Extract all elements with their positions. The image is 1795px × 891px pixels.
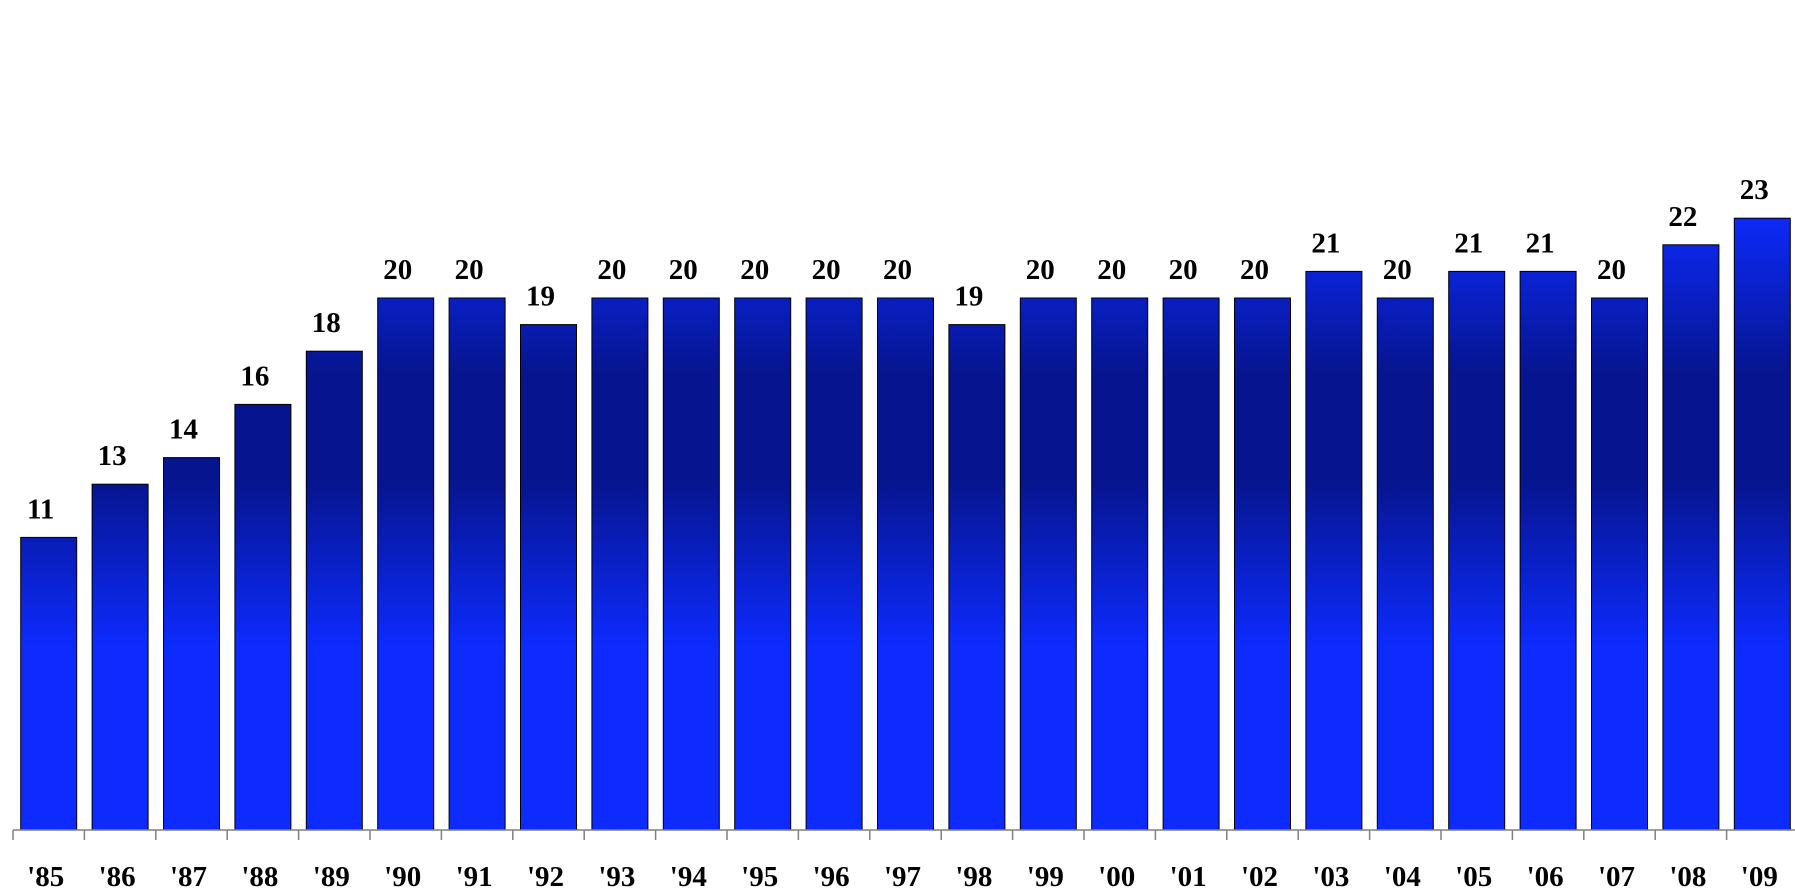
- bar: [734, 297, 792, 831]
- bar-value-label: 21: [1526, 227, 1555, 259]
- x-tick-label: '03: [1312, 861, 1349, 891]
- bar: [1234, 297, 1291, 831]
- x-tick-label: '85: [27, 861, 64, 891]
- bar-value-label: 16: [240, 360, 269, 392]
- bar-value-label: 20: [1169, 254, 1198, 286]
- bar-value-label: 20: [1383, 254, 1412, 286]
- x-tick-label: '87: [170, 861, 207, 891]
- x-tick-label: '04: [1384, 861, 1421, 891]
- bar: [1662, 244, 1720, 831]
- x-tick-label: '02: [1241, 861, 1278, 891]
- bar-value-label: 20: [455, 254, 484, 286]
- bar-value-label: 20: [1240, 254, 1269, 286]
- bar-value-label: 23: [1740, 174, 1769, 206]
- bar-value-label: 13: [98, 440, 127, 472]
- bar: [305, 350, 363, 831]
- bar-value-label: 20: [669, 254, 698, 286]
- bar-value-label: 20: [383, 254, 412, 286]
- x-tick-label: '08: [1669, 861, 1706, 891]
- bar-value-label: 19: [954, 281, 983, 313]
- bar: [948, 324, 1006, 831]
- bar-value-label: 22: [1668, 201, 1697, 233]
- x-tick-label: '98: [955, 861, 992, 891]
- bar: [163, 457, 220, 831]
- bar: [91, 483, 149, 831]
- bar: [1376, 297, 1434, 831]
- bar-value-label: 21: [1454, 227, 1483, 259]
- x-tick-label: '97: [884, 861, 921, 891]
- bar: [1019, 297, 1077, 831]
- bar-value-label: 18: [312, 307, 341, 339]
- bar-value-label: 21: [1311, 227, 1340, 259]
- bar-value-label: 20: [1026, 254, 1055, 286]
- x-axis: [12, 829, 1795, 840]
- x-tick-label: '93: [598, 861, 635, 891]
- bar-value-label: 11: [27, 493, 54, 525]
- x-tick-label: '95: [741, 861, 778, 891]
- x-tick-label: '01: [1170, 861, 1207, 891]
- x-tick-label: '99: [1027, 861, 1064, 891]
- bar: [1591, 297, 1648, 831]
- bar-value-label: 20: [740, 254, 769, 286]
- bar: [1305, 270, 1363, 831]
- bar: [1448, 270, 1506, 831]
- bar: [234, 403, 292, 831]
- bar: [1091, 297, 1149, 831]
- x-tick-label: '05: [1455, 861, 1492, 891]
- bar: [591, 297, 649, 831]
- x-tick-label: '07: [1598, 861, 1635, 891]
- bar: [520, 324, 577, 831]
- x-tick-label: '06: [1527, 861, 1564, 891]
- x-tick-label: '96: [813, 861, 850, 891]
- x-tick-label: '90: [384, 861, 421, 891]
- x-tick-label: '94: [670, 861, 707, 891]
- x-tick-labels: '85 '86 '87 '88 '89 '90 '91 '92 '93 '94 '95 '96 '97 '…: [27, 861, 1778, 891]
- bar: [1162, 297, 1220, 831]
- bar-value-label: 20: [812, 254, 841, 286]
- x-tick-label: '88: [241, 861, 278, 891]
- bar: [662, 297, 720, 831]
- x-tick-label: '09: [1741, 861, 1778, 891]
- bar: [1733, 217, 1791, 831]
- bar-value-label: 20: [1597, 254, 1626, 286]
- x-tick-label: '92: [527, 861, 564, 891]
- bar-value-label: 19: [526, 281, 555, 313]
- bar-value-label: 20: [883, 254, 912, 286]
- x-tick-label: '86: [99, 861, 136, 891]
- bar: [377, 297, 435, 831]
- bar: [805, 297, 863, 831]
- bar: [448, 297, 506, 831]
- x-tick-label: '89: [313, 861, 350, 891]
- bar-value-label: 20: [1097, 254, 1126, 286]
- value-labels-layer: 11 13 14 16 18 20 20 19 20 20 20 20 20 19 20 20 20 20 21 20…: [27, 174, 1769, 525]
- bar-value-label: 20: [597, 254, 626, 286]
- bar: [20, 536, 78, 831]
- bar: [877, 297, 934, 831]
- bar-value-label: 14: [169, 414, 198, 446]
- bar: [1519, 270, 1577, 831]
- x-tick-label: '91: [456, 861, 493, 891]
- bars-layer: [20, 217, 1791, 831]
- x-tick-label: '00: [1098, 861, 1135, 891]
